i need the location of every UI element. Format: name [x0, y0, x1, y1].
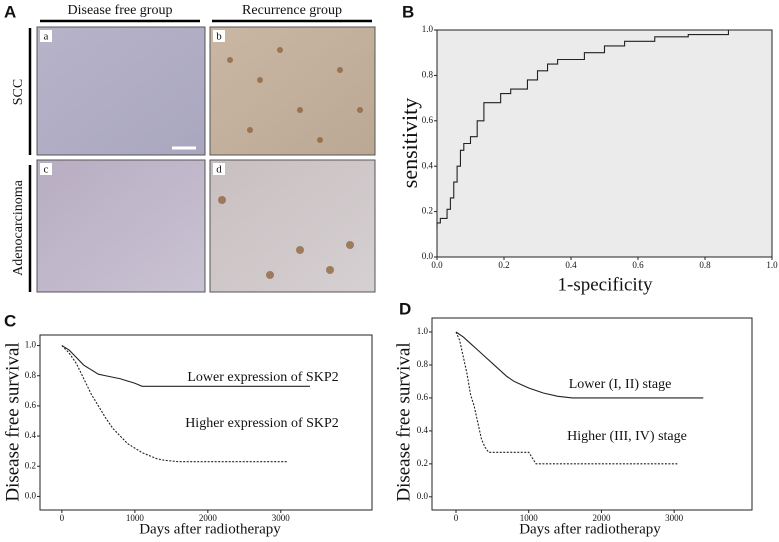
y-tick-label: 0.8	[422, 69, 434, 79]
curve	[436, 29, 772, 228]
x-tick-label: 2000	[592, 513, 611, 523]
x-tick-label: 3000	[665, 513, 684, 523]
panel-label: D	[399, 299, 411, 318]
x-axis-title: 1-specificity	[558, 274, 653, 295]
column-heading: Disease free group	[68, 3, 173, 18]
x-tick-label: 0.2	[498, 260, 509, 270]
y-tick-label: 0.2	[417, 458, 428, 468]
micrograph	[36, 26, 206, 156]
y-tick-label: 0.4	[417, 425, 429, 435]
x-tick-label: 0	[60, 513, 65, 523]
curve	[61, 345, 289, 463]
curve-label: Higher expression of SKP2	[185, 416, 339, 431]
plot-area	[436, 29, 773, 258]
y-tick-label: 0.2	[422, 206, 433, 216]
y-tick-label: 0.0	[422, 251, 434, 261]
tile-tag	[213, 30, 225, 42]
y-tick-label: 1.0	[417, 326, 429, 336]
y-axis-title: Disease free survival	[393, 342, 414, 501]
micrograph	[209, 26, 376, 156]
x-tick-label: 0.8	[699, 260, 711, 270]
tile-tag	[40, 163, 52, 175]
stained-nuclei	[218, 47, 363, 279]
y-tick-label: 0.0	[417, 491, 429, 501]
x-axis-title: Days after radiotherapy	[519, 521, 661, 537]
curve	[61, 345, 310, 387]
y-axis-title: Disease free survival	[2, 342, 23, 501]
y-tick-label: 0.0	[25, 490, 37, 500]
x-tick-label: 0.0	[431, 260, 443, 270]
x-tick-label: 3000	[272, 513, 291, 523]
tile-label: a	[44, 31, 49, 43]
y-tick-label: 0.6	[25, 400, 37, 410]
tile-tag	[213, 163, 225, 175]
column-heading: Recurrence group	[242, 3, 342, 18]
y-tick-label: 0.4	[25, 430, 37, 440]
x-tick-label: 0	[454, 513, 459, 523]
x-tick-label: 0.4	[565, 260, 577, 270]
panel-label: C	[4, 311, 16, 330]
y-tick-label: 0.6	[422, 115, 434, 125]
y-tick-label: 0.8	[25, 370, 37, 380]
panel-label: A	[4, 2, 16, 21]
tile-label: c	[44, 164, 49, 176]
x-tick-label: 0.6	[632, 260, 644, 270]
tile-tag	[40, 30, 52, 42]
curve-label: Lower expression of SKP2	[187, 370, 338, 385]
y-tick-label: 0.6	[417, 392, 429, 402]
x-tick-label: 2000	[199, 513, 218, 523]
row-heading: Adenocarcinoma	[11, 179, 26, 275]
curve	[455, 331, 678, 465]
micrograph	[209, 159, 376, 293]
y-tick-label: 0.2	[25, 460, 36, 470]
tile-label: b	[216, 31, 222, 43]
x-tick-label: 1000	[126, 513, 145, 523]
curve-label: Higher (III, IV) stage	[567, 429, 687, 444]
x-tick-label: 1.0	[766, 260, 778, 270]
y-tick-label: 0.8	[417, 359, 429, 369]
tile-label: d	[216, 164, 222, 176]
micrograph	[36, 159, 206, 293]
plot-area	[431, 317, 753, 511]
y-tick-label: 1.0	[422, 24, 434, 34]
curve-label: Lower (I, II) stage	[569, 377, 672, 392]
y-tick-label: 0.4	[422, 160, 434, 170]
y-tick-label: 1.0	[25, 340, 37, 350]
curve	[455, 331, 704, 399]
plot-area	[39, 334, 373, 511]
panel-label: B	[402, 2, 414, 21]
row-heading: SCC	[11, 79, 26, 105]
y-axis-title: sensitivity	[397, 98, 422, 188]
x-tick-label: 1000	[520, 513, 539, 523]
x-axis-title: Days after radiotherapy	[139, 521, 281, 537]
